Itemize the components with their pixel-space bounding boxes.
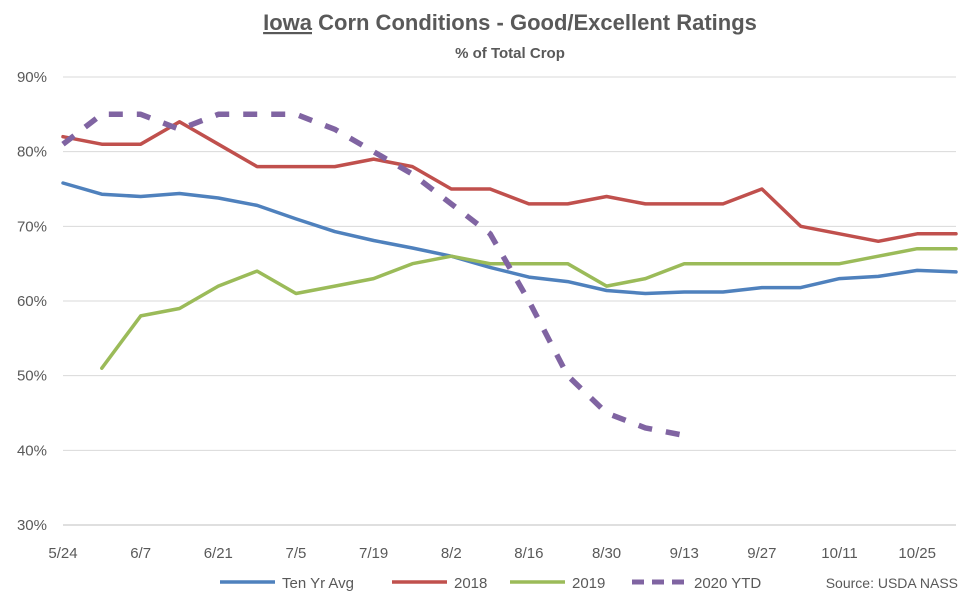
chart-title-rest: Corn Conditions - Good/Excellent Ratings [312,10,757,35]
legend: Ten Yr Avg 2018 2019 2020 YTD [220,575,761,592]
y-tick-label: 80% [17,144,47,161]
y-tick-label: 60% [17,293,47,310]
series-line-ten-yr-avg [61,181,958,296]
x-axis-ticks: 5/24 6/7 6/21 7/5 7/19 8/2 8/16 8/30 9/13 9/27 10/… [48,545,936,562]
grid-layer [63,76,956,526]
series-layer [61,111,958,439]
x-tick-label: 9/13 [670,545,699,562]
x-tick-label: 9/27 [747,545,776,562]
series-line-2018 [61,120,958,244]
x-tick-label: 8/30 [592,545,621,562]
x-tick-label: 7/5 [286,545,307,562]
chart-title: Iowa Corn Conditions - Good/Excellent Ra… [263,10,757,35]
y-axis-ticks: 30% 40% 50% 60% 70% 80% 90% [17,69,47,534]
y-tick-label: 50% [17,368,47,385]
legend-label: 2020 YTD [694,575,761,592]
series-line-2019 [100,246,958,370]
y-tick-label: 40% [17,442,47,459]
x-tick-label: 10/11 [821,545,857,562]
y-tick-label: 70% [17,218,47,235]
y-tick-label: 30% [17,517,47,534]
chart-subtitle: % of Total Crop [455,45,565,62]
series-line-2020-ytd [61,111,685,439]
source-note: Source: USDA NASS [826,575,958,591]
legend-label: Ten Yr Avg [282,575,354,592]
legend-label: 2018 [454,575,487,592]
x-tick-label: 8/2 [441,545,462,562]
x-tick-label: 6/7 [130,545,151,562]
chart-title-underlined: Iowa [263,10,313,35]
y-tick-label: 90% [17,69,47,86]
x-tick-label: 8/16 [514,545,543,562]
legend-label: 2019 [572,575,605,592]
x-tick-label: 6/21 [204,545,233,562]
x-tick-label: 7/19 [359,545,388,562]
x-tick-label: 5/24 [48,545,77,562]
x-tick-label: 10/25 [898,545,936,562]
